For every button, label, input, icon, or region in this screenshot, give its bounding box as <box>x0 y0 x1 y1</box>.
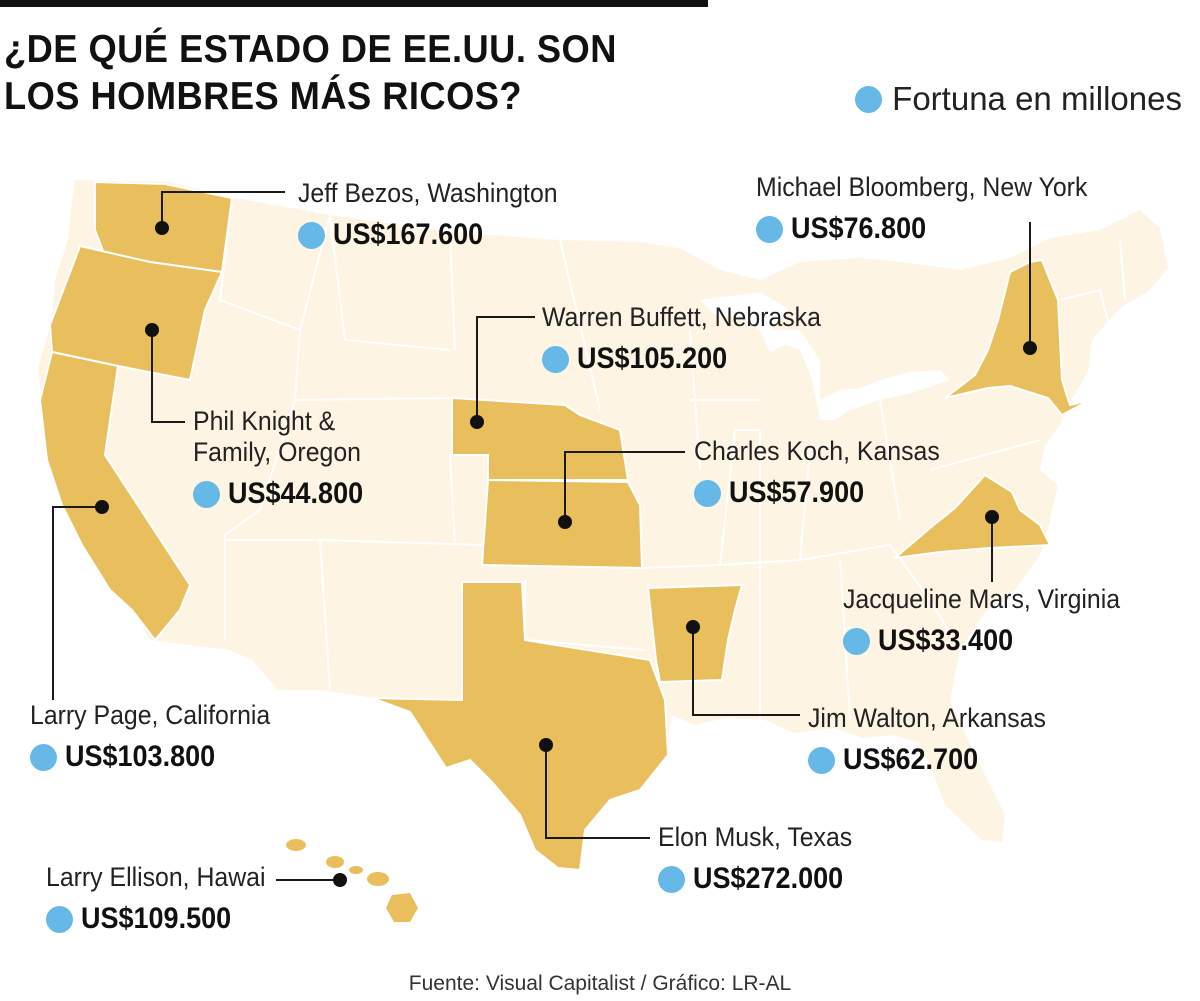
callout-oregon: Phil Knight & Family, Oregon US$44.800 <box>193 406 383 511</box>
dot-oregon <box>145 323 159 337</box>
state-nebraska <box>451 396 630 481</box>
fortune-dot <box>193 480 220 508</box>
person-name: Jacqueline Mars, Virginia <box>843 584 1121 614</box>
fortune-value: US$272.000 <box>693 862 844 895</box>
fortune-dot <box>694 479 721 507</box>
leader-nebraska <box>476 316 535 422</box>
person-name: Larry Page, California <box>30 700 271 730</box>
fortune-value: US$76.800 <box>791 212 927 245</box>
fortune-dot <box>30 743 57 771</box>
leader-oregon <box>151 330 185 423</box>
leader-kansas <box>564 451 685 522</box>
fortune-dot <box>46 905 73 933</box>
fortune-value: US$103.800 <box>65 740 216 773</box>
state-new-york <box>944 258 1091 417</box>
callout-california: Larry Page, California US$103.800 <box>30 700 291 774</box>
great-lakes <box>700 292 950 420</box>
state-california <box>38 350 192 642</box>
callout-new-york: Michael Bloomberg, New York US$76.800 <box>756 172 1116 246</box>
fortune-value: US$62.700 <box>843 743 979 776</box>
callout-washington: Jeff Bezos, Washington US$167.600 <box>298 178 580 252</box>
leader-arkansas <box>692 627 800 716</box>
map-title: ¿DE QUÉ ESTADO DE EE.UU. SON LOS HOMBRES… <box>4 28 617 118</box>
top-rule <box>0 0 708 7</box>
person-name: Larry Ellison, Hawai <box>46 862 266 892</box>
leader-texas <box>545 745 650 839</box>
fortune-dot <box>298 221 325 249</box>
state-virginia <box>891 473 1052 560</box>
callout-hawaii: Larry Ellison, Hawai US$109.500 <box>46 862 285 936</box>
state-hawaii <box>286 839 418 922</box>
source-credit: Fuente: Visual Capitalist / Gráfico: LR-… <box>408 972 792 995</box>
leader-lines <box>52 191 1031 881</box>
legend-label: Fortuna en millones <box>892 80 1182 117</box>
state-oregon <box>48 244 224 382</box>
dot-hawaii <box>333 873 347 887</box>
fortune-value: US$33.400 <box>878 624 1014 657</box>
callout-nebraska: Warren Buffett, Nebraska US$105.200 <box>542 302 845 376</box>
legend: Fortuna en millones <box>855 80 1182 118</box>
fortune-dot <box>658 865 685 893</box>
dot-virginia <box>985 510 999 524</box>
person-name: Jim Walton, Arkansas <box>808 703 1046 733</box>
dot-nebraska <box>470 415 484 429</box>
fortune-dot <box>756 215 783 243</box>
state-texas <box>371 581 670 872</box>
fortune-value: US$109.500 <box>81 902 232 935</box>
dot-california <box>95 500 109 514</box>
callout-texas: Elon Musk, Texas US$272.000 <box>658 822 869 896</box>
person-name: Phil Knight & Family, Oregon <box>193 406 361 467</box>
person-name: Jeff Bezos, Washington <box>298 178 558 208</box>
legend-dot <box>855 85 883 113</box>
leader-washington <box>161 191 285 228</box>
fortune-value: US$57.900 <box>729 476 865 509</box>
location-dots <box>95 221 1037 887</box>
person-name: Charles Koch, Kansas <box>694 436 940 466</box>
fortune-value: US$44.800 <box>228 477 364 510</box>
dot-kansas <box>558 515 572 529</box>
fortune-dot <box>843 627 870 655</box>
person-name: Michael Bloomberg, New York <box>756 172 1088 202</box>
dot-arkansas <box>686 620 700 634</box>
fortune-value: US$167.600 <box>333 218 484 251</box>
callout-arkansas: Jim Walton, Arkansas US$62.700 <box>808 703 1067 777</box>
leader-california <box>52 506 102 700</box>
dot-new-york <box>1023 341 1037 355</box>
fortune-value: US$105.200 <box>577 342 728 375</box>
dot-washington <box>155 221 169 235</box>
callout-kansas: Charles Koch, Kansas US$57.900 <box>694 436 961 510</box>
fortune-dot <box>542 345 569 373</box>
dot-texas <box>539 738 553 752</box>
person-name: Elon Musk, Texas <box>658 822 853 852</box>
callout-virginia: Jacqueline Mars, Virginia US$33.400 <box>843 584 1144 658</box>
person-name: Warren Buffett, Nebraska <box>542 302 821 332</box>
fortune-dot <box>808 746 835 774</box>
